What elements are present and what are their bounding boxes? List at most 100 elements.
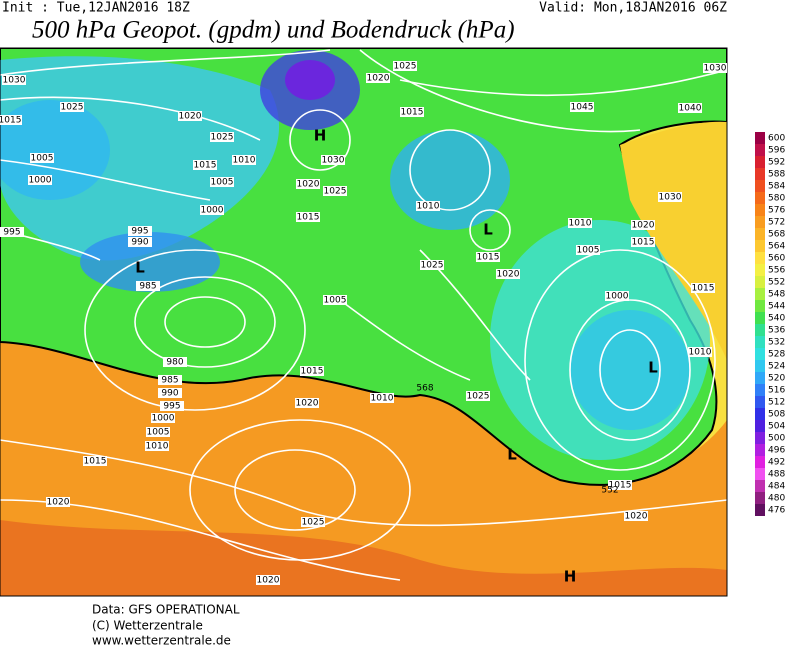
isobar-label-bg	[400, 107, 424, 117]
legend-swatch	[755, 168, 765, 180]
pressure-center: H	[314, 127, 327, 145]
isobar-label: 1020	[497, 270, 520, 280]
legend-label: 580	[768, 194, 785, 204]
legend-label: 592	[768, 158, 785, 168]
isobar-label-bg	[420, 260, 444, 270]
isobar-label-bg	[658, 192, 682, 202]
isobar-label: 985	[161, 376, 178, 386]
isobar-label-bg	[496, 269, 520, 279]
isobar-label: 1015	[297, 213, 320, 223]
legend-swatch	[755, 312, 765, 324]
isobar-label: 1020	[632, 221, 655, 231]
isobar-label: 1015	[84, 457, 107, 467]
legend-swatch	[755, 228, 765, 240]
isobar-label: 995	[163, 402, 180, 412]
isobar-label-bg	[158, 375, 182, 385]
isobar-label: 1005	[147, 428, 170, 438]
isobar-label-bg	[570, 102, 594, 112]
isobar-label: 1025	[394, 62, 417, 72]
isobar-label: 1015	[477, 253, 500, 263]
legend-label: 548	[768, 290, 785, 300]
isobar-label-bg	[210, 177, 234, 187]
isobar-label-bg	[608, 480, 632, 490]
isobar-label-bg	[631, 220, 655, 230]
isobar-label-bg	[178, 111, 202, 121]
legend-label: 588	[768, 170, 785, 180]
pressure-center: L	[483, 221, 493, 239]
isobar-label-bg	[46, 497, 70, 507]
footer-copyright: (C) Wetterzentrale	[92, 619, 203, 633]
isobar-label: 980	[166, 358, 183, 368]
legend-label: 540	[768, 314, 785, 324]
isobar-label-bg	[300, 366, 324, 376]
legend-swatch	[755, 252, 765, 264]
isobar-label: 990	[131, 238, 148, 248]
isobar-label-bg	[624, 511, 648, 521]
pressure-center: L	[135, 259, 145, 277]
isobar-label-bg	[128, 237, 152, 247]
legend-label: 572	[768, 218, 785, 228]
legend-swatch	[755, 348, 765, 360]
legend-swatch	[755, 192, 765, 204]
legend-swatch	[755, 408, 765, 420]
legend-label: 552	[768, 278, 785, 288]
valid-time: Valid: Mon,18JAN2016 06Z	[539, 1, 727, 16]
legend-swatch	[755, 468, 765, 480]
pressure-center: L	[648, 359, 658, 377]
isobar-label-bg	[296, 212, 320, 222]
isobar-label: 1005	[324, 296, 347, 306]
isobar-label: 1000	[152, 414, 175, 424]
isobar-label: 1020	[296, 399, 319, 409]
isobar-label: 1020	[179, 112, 202, 122]
legend-label: 516	[768, 386, 785, 396]
isobar-label: 1025	[61, 103, 84, 113]
isobar-label: 1020	[367, 74, 390, 84]
isobar-label-bg	[323, 295, 347, 305]
legend-swatch	[755, 300, 765, 312]
legend-label: 532	[768, 338, 785, 348]
legend-label: 508	[768, 410, 785, 420]
isobar-label-bg	[323, 186, 347, 196]
map-frame	[0, 47, 728, 597]
isobar-label-bg	[28, 175, 52, 185]
isobar-label: 1005	[577, 246, 600, 256]
legend-label: 564	[768, 242, 785, 252]
legend-label: 512	[768, 398, 785, 408]
isobar-label: 1015	[692, 284, 715, 294]
legend-label: 600	[768, 134, 785, 144]
legend-swatch	[755, 324, 765, 336]
legend-swatch	[755, 504, 765, 516]
legend-swatch	[755, 144, 765, 156]
legend-label: 528	[768, 350, 785, 360]
legend-swatch	[755, 276, 765, 288]
legend-swatch	[755, 336, 765, 348]
legend-swatch	[755, 420, 765, 432]
isobar-label-bg	[2, 75, 26, 85]
legend-label: 560	[768, 254, 785, 264]
isobar-label-bg	[158, 388, 182, 398]
isobar-label: 1025	[324, 187, 347, 197]
legend-label: 480	[768, 494, 785, 504]
isobar-label-bg	[163, 357, 187, 367]
isobar-label: 1000	[29, 176, 52, 186]
legend-label: 492	[768, 458, 785, 468]
legend-swatch	[755, 288, 765, 300]
isobar-label-bg	[146, 427, 170, 437]
map-field	[0, 48, 727, 596]
isobar-label-bg	[631, 237, 655, 247]
isobar-label-bg	[321, 155, 345, 165]
isobar-label: 1010	[689, 348, 712, 358]
height-label: 552	[601, 486, 618, 496]
isobar-label-bg	[295, 398, 319, 408]
isobar-label-bg	[83, 456, 107, 466]
legend-swatch	[755, 480, 765, 492]
legend-swatch	[755, 384, 765, 396]
legend-label: 520	[768, 374, 785, 384]
isobar-label-bg	[703, 63, 727, 73]
isobar-label-bg	[0, 115, 22, 125]
legend-swatch	[755, 492, 765, 504]
footer-url: www.wetterzentrale.de	[92, 634, 231, 647]
isobar-label: 1020	[257, 576, 280, 586]
